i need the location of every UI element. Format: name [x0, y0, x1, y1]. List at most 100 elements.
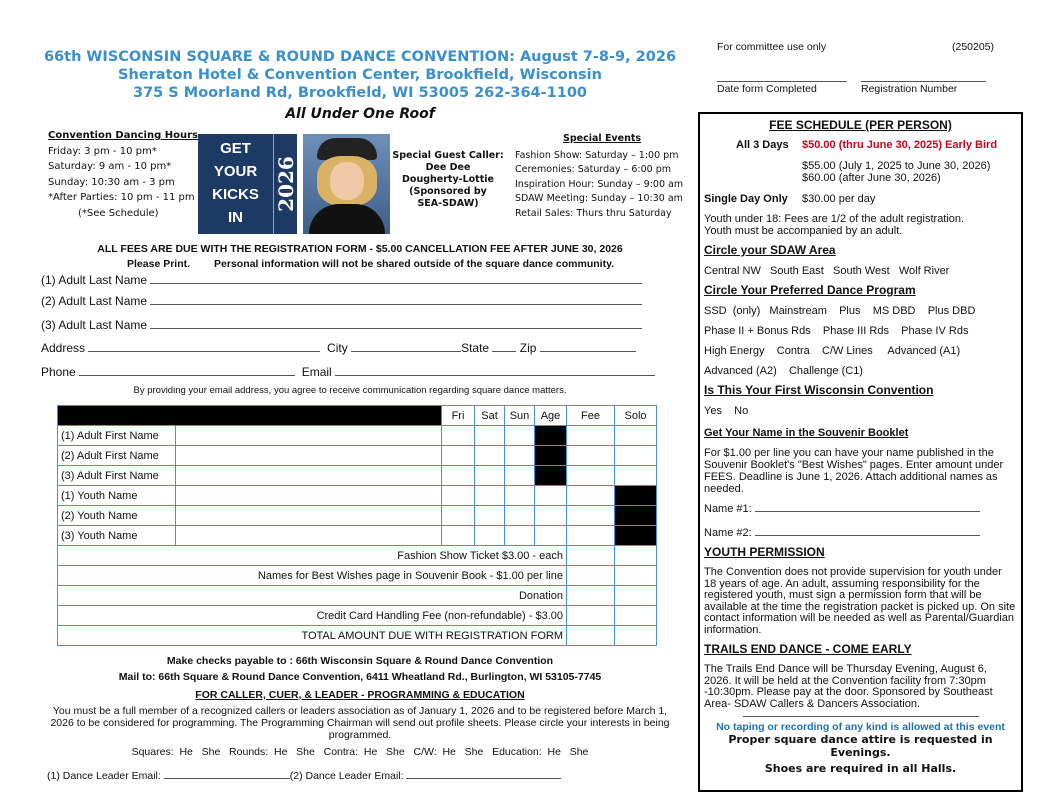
program-options[interactable]: High Energy Contra C/W Lines Advanced (A… — [704, 345, 961, 357]
attire-notice: Proper square dance attire is requested … — [728, 733, 993, 759]
entry-cell[interactable] — [504, 505, 535, 526]
entry-cell[interactable] — [441, 525, 475, 546]
table-row: (3) Adult First Name — [57, 465, 657, 486]
guest-caller-photo — [303, 134, 390, 234]
table-header-row: Fri Sat Sun Age Fee Solo — [57, 405, 657, 426]
program-options[interactable]: Phase II + Bonus Rds Phase III Rds Phase… — [704, 325, 969, 337]
entry-cell[interactable] — [614, 465, 657, 486]
blocked-cell — [614, 525, 657, 546]
fee-entry-cell[interactable] — [566, 565, 615, 586]
entry-cell[interactable] — [474, 525, 505, 546]
caller-text: You must be a full member of a recognize… — [50, 705, 670, 741]
event-item: Retail Sales: Thurs thru Saturday — [515, 207, 672, 219]
name-input-cell[interactable] — [175, 525, 442, 546]
program-options[interactable]: SSD (only) Mainstream Plus MS DBD Plus D… — [704, 305, 976, 317]
row-label: (3) Adult First Name — [57, 465, 176, 486]
header-line-2: Sheraton Hotel & Convention Center, Broo… — [118, 67, 602, 83]
entry-cell[interactable] — [566, 445, 615, 466]
entry-cell[interactable] — [504, 465, 535, 486]
blocked-cell — [534, 445, 567, 466]
date-completed-label: Date form Completed — [717, 83, 817, 95]
dance-leader-emails[interactable]: (1) Dance Leader Email: (2) Dance Leader… — [47, 768, 562, 782]
entry-cell[interactable] — [566, 505, 615, 526]
entry-cell[interactable] — [474, 505, 505, 526]
area-options[interactable]: Central NW South East South West Wolf Ri… — [704, 265, 950, 277]
dancing-hours: Convention Dancing Hours Friday: 3 pm - … — [48, 128, 198, 221]
area-title: Circle your SDAW Area — [704, 243, 836, 257]
adult-last-name-2-field[interactable]: (2) Adult Last Name — [41, 294, 643, 308]
table-row: (2) Youth Name — [57, 505, 657, 526]
fee-entry-cell[interactable] — [566, 605, 615, 626]
entry-cell[interactable] — [614, 445, 657, 466]
phone-email-row[interactable]: Phone Email — [41, 365, 656, 379]
solo-cell[interactable] — [614, 625, 657, 646]
caller-interests[interactable]: Squares: He She Rounds: He She Contra: H… — [131, 746, 589, 758]
entry-cell[interactable] — [504, 485, 535, 506]
entry-cell[interactable] — [534, 525, 567, 546]
early-bird-price: $50.00 (thru June 30, 2025) Early Bird — [802, 139, 998, 151]
name-input-cell[interactable] — [175, 445, 442, 466]
table-row: (3) Youth Name — [57, 525, 657, 546]
fee-entry-cell[interactable] — [566, 625, 615, 646]
row-label: (3) Youth Name — [57, 525, 176, 546]
table-row: Fashion Show Ticket $3.00 - each — [57, 545, 657, 566]
entry-cell[interactable] — [441, 425, 475, 446]
entry-cell[interactable] — [504, 425, 535, 446]
entry-cell[interactable] — [441, 485, 475, 506]
fee-item-label: Fashion Show Ticket $3.00 - each — [57, 545, 567, 566]
program-title: Circle Your Preferred Dance Program — [704, 283, 916, 297]
name-input-cell[interactable] — [175, 485, 442, 506]
entry-cell[interactable] — [566, 485, 615, 506]
entry-cell[interactable] — [474, 465, 505, 486]
fee-item-label: Credit Card Handling Fee (non-refundable… — [57, 605, 567, 626]
registration-table: Fri Sat Sun Age Fee Solo (1) Adult First Name(… — [57, 405, 657, 646]
fee-schedule-title: FEE SCHEDULE (PER PERSON) — [769, 118, 952, 132]
program-options[interactable]: Advanced (A2) Challenge (C1) — [704, 365, 863, 377]
column-header: Fri — [441, 405, 475, 426]
get-your-kicks-logo: GET YOUR KICKS IN — [198, 134, 273, 234]
guest-caller: Special Guest Caller: Dee Dee Dougherty-Lo… — [392, 150, 504, 209]
header-black-cell — [57, 405, 442, 426]
first-convention-options[interactable]: Yes No — [704, 405, 749, 417]
solo-cell[interactable] — [614, 605, 657, 626]
entry-cell[interactable] — [566, 425, 615, 446]
entry-cell[interactable] — [441, 445, 475, 466]
solo-cell[interactable] — [614, 585, 657, 606]
adult-last-name-1-field[interactable]: (1) Adult Last Name — [41, 273, 643, 287]
entry-cell[interactable] — [534, 485, 567, 506]
name-1-field[interactable]: Name #1: — [704, 501, 1017, 515]
fee-schedule-panel: FEE SCHEDULE (PER PERSON) All 3 Days $50.… — [698, 112, 1023, 792]
entry-cell[interactable] — [441, 505, 475, 526]
entry-cell[interactable] — [566, 525, 615, 546]
youth-permission-text: The Convention does not provide supervis… — [704, 566, 1016, 636]
entry-cell[interactable] — [504, 445, 535, 466]
entry-cell[interactable] — [474, 425, 505, 446]
entry-cell[interactable] — [566, 465, 615, 486]
entry-cell[interactable] — [474, 485, 505, 506]
entry-cell[interactable] — [441, 465, 475, 486]
fee-entry-cell[interactable] — [566, 545, 615, 566]
entry-cell[interactable] — [534, 505, 567, 526]
row-label: (2) Youth Name — [57, 505, 176, 526]
solo-cell[interactable] — [614, 545, 657, 566]
header-line-3: 375 S Moorland Rd, Brookfield, WI 53005 … — [132, 85, 588, 101]
divider — [742, 716, 979, 717]
caller-section-title: FOR CALLER, CUER, & LEADER - PROGRAMMING… — [195, 689, 525, 701]
solo-cell[interactable] — [614, 565, 657, 586]
trails-end-text: The Trails End Dance will be Thursday Ev… — [704, 663, 993, 710]
address-row[interactable]: Address City State Zip — [41, 341, 636, 355]
adult-last-name-3-field[interactable]: (3) Adult Last Name — [41, 318, 643, 332]
entry-cell[interactable] — [474, 445, 505, 466]
name-2-field[interactable]: Name #2: — [704, 525, 1017, 539]
blocked-cell — [614, 485, 657, 506]
entry-cell[interactable] — [614, 425, 657, 446]
name-input-cell[interactable] — [175, 465, 442, 486]
fee-entry-cell[interactable] — [566, 585, 615, 606]
table-row: TOTAL AMOUNT DUE WITH REGISTRATION FORM — [57, 625, 657, 646]
tagline: All Under One Roof — [285, 106, 435, 122]
name-input-cell[interactable] — [175, 505, 442, 526]
blocked-cell — [534, 465, 567, 486]
entry-cell[interactable] — [504, 525, 535, 546]
youth-fee-note: Youth under 18: Fees are 1/2 of the adul… — [704, 213, 965, 225]
name-input-cell[interactable] — [175, 425, 442, 446]
